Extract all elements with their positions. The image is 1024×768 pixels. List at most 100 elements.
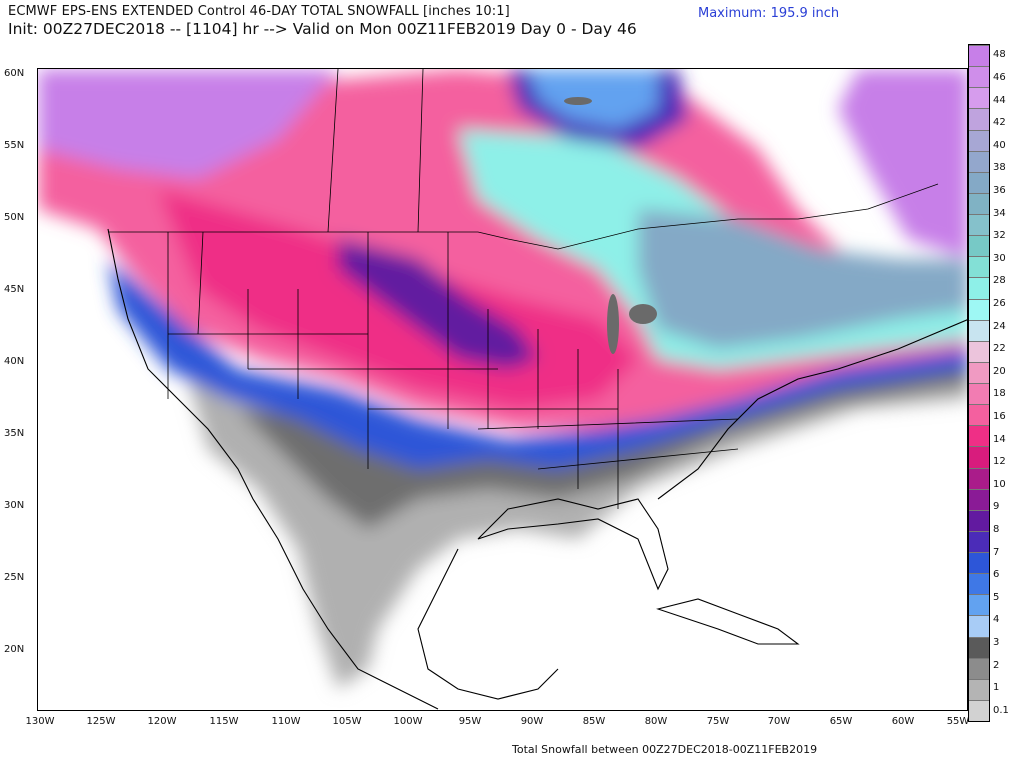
colorbar-swatch	[969, 66, 989, 88]
colorbar-swatch	[969, 319, 989, 341]
lat-label-25n: 25N	[4, 572, 25, 583]
colorbar-swatch	[969, 171, 989, 193]
lat-label-40n: 40N	[4, 356, 25, 367]
lon-label-120w: 120W	[147, 716, 177, 727]
lon-label-100w: 100W	[393, 716, 423, 727]
lat-label-35n: 35N	[4, 428, 25, 439]
colorbar-swatch	[969, 87, 989, 109]
lon-label-65w: 65W	[829, 716, 853, 727]
lon-label-95w: 95W	[458, 716, 482, 727]
colorbar-label: 10	[993, 478, 1006, 490]
lon-label-105w: 105W	[332, 716, 362, 727]
colorbar-swatch	[969, 552, 989, 574]
snow-zone-light	[238, 364, 967, 529]
lat-label-45n: 45N	[4, 284, 25, 295]
colorbar-swatch	[969, 214, 989, 236]
colorbar-swatch	[969, 192, 989, 214]
colorbar-label: 4	[993, 614, 1000, 626]
colorbar-label: 12	[993, 456, 1006, 468]
colorbar-label: 40	[993, 139, 1006, 151]
colorbar-label: 46	[993, 71, 1006, 83]
snow-zone-32-38in	[638, 209, 967, 349]
lon-label-75w: 75W	[706, 716, 730, 727]
lon-label-110w: 110W	[271, 716, 301, 727]
colorbar-label: 48	[993, 49, 1006, 61]
colorbar-label: 42	[993, 117, 1006, 129]
colorbar-label: 14	[993, 433, 1006, 445]
colorbar-label: 24	[993, 320, 1006, 332]
colorbar-swatch	[969, 150, 989, 172]
coastlines	[107, 228, 967, 710]
colorbar-swatch	[969, 573, 989, 595]
colorbar-swatch	[969, 594, 989, 616]
colorbar-label: 28	[993, 275, 1006, 287]
colorbar-swatch	[969, 509, 989, 531]
colorbar-swatch	[969, 678, 989, 700]
colorbar-label: 20	[993, 365, 1006, 377]
colorbar-label: 7	[993, 546, 1000, 558]
colorbar-label: 18	[993, 388, 1006, 400]
colorbar-swatch	[969, 277, 989, 299]
colorbar-label: 16	[993, 410, 1006, 422]
colorbar-swatch	[969, 530, 989, 552]
colorbar-label: 5	[993, 591, 1000, 603]
colorbar-label: 0.1	[993, 704, 1009, 716]
colorbar-label: 44	[993, 94, 1006, 106]
footer-caption: Total Snowfall between 00Z27DEC2018-00Z1…	[512, 743, 818, 756]
colorbar-swatch	[969, 404, 989, 426]
lon-label-90w: 90W	[520, 716, 544, 727]
maximum-label: Maximum: 195.9 inch	[698, 6, 840, 21]
colorbar-swatch	[969, 361, 989, 383]
snow-zone-48in-plus-east	[838, 69, 967, 259]
lon-label-80w: 80W	[644, 716, 668, 727]
colorbar-swatch	[969, 657, 989, 679]
colorbar-swatch	[969, 699, 989, 721]
colorbar-label: 1	[993, 682, 1000, 694]
colorbar-swatch	[969, 446, 989, 468]
colorbar-label: 8	[993, 523, 1000, 535]
colorbar-swatch	[969, 298, 989, 320]
colorbar-label: 2	[993, 659, 1000, 671]
lon-label-60w: 60W	[891, 716, 915, 727]
colorbar-swatch	[969, 467, 989, 489]
colorbar-label: 9	[993, 501, 1000, 513]
lon-label-85w: 85W	[582, 716, 606, 727]
chart-title: ECMWF EPS-ENS EXTENDED Control 46-DAY TO…	[8, 4, 510, 19]
colorbar-swatch	[969, 383, 989, 405]
lon-label-115w: 115W	[209, 716, 239, 727]
colorbar-swatch	[969, 256, 989, 278]
colorbar-label: 34	[993, 207, 1006, 219]
colorbar-swatch	[969, 425, 989, 447]
lon-label-55w: 55W	[946, 716, 970, 727]
state-boundaries	[108, 69, 939, 509]
snow-zone-48in-plus	[38, 69, 338, 179]
lon-label-70w: 70W	[767, 716, 791, 727]
colorbar-swatch	[969, 636, 989, 658]
lat-label-55n: 55N	[4, 140, 25, 151]
colorbar-swatch	[969, 45, 989, 67]
colorbar-label: 36	[993, 184, 1006, 196]
lat-label-50n: 50N	[4, 212, 25, 223]
colorbar-swatch	[969, 488, 989, 510]
colorbar	[968, 44, 990, 722]
snow-zone-hudson-blue	[528, 69, 658, 129]
chart-subtitle: Init: 00Z27DEC2018 -- [1104] hr --> Vali…	[8, 20, 637, 38]
colorbar-swatch	[969, 340, 989, 362]
colorbar-swatch	[969, 235, 989, 257]
colorbar-label: 22	[993, 343, 1006, 355]
lat-label-20n: 20N	[4, 644, 25, 655]
colorbar-swatch	[969, 129, 989, 151]
colorbar-label: 6	[993, 569, 1000, 581]
colorbar-label: 30	[993, 252, 1006, 264]
colorbar-label: 26	[993, 297, 1006, 309]
colorbar-label: 3	[993, 636, 1000, 648]
lon-label-125w: 125W	[86, 716, 116, 727]
colorbar-label: 32	[993, 230, 1006, 242]
colorbar-label: 38	[993, 162, 1006, 174]
lon-label-130w: 130W	[25, 716, 55, 727]
lakes	[564, 97, 657, 354]
snowfall-map	[37, 68, 968, 711]
lat-label-30n: 30N	[4, 500, 25, 511]
colorbar-swatch	[969, 615, 989, 637]
snow-zone-2-6in	[108, 259, 967, 469]
